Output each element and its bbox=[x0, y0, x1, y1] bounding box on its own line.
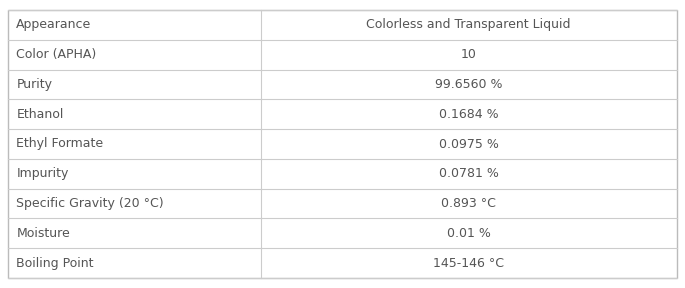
Text: 99.6560 %: 99.6560 % bbox=[435, 78, 503, 91]
Bar bbox=[8, 10, 677, 40]
Bar bbox=[8, 189, 677, 219]
Text: Color (APHA): Color (APHA) bbox=[16, 48, 97, 61]
Text: Ethanol: Ethanol bbox=[16, 108, 64, 121]
Text: 10: 10 bbox=[461, 48, 477, 61]
Text: 0.893 °C: 0.893 °C bbox=[441, 197, 496, 210]
Text: Ethyl Formate: Ethyl Formate bbox=[16, 137, 103, 151]
Bar bbox=[8, 40, 677, 69]
Bar bbox=[8, 159, 677, 189]
Text: 0.1684 %: 0.1684 % bbox=[439, 108, 499, 121]
Bar bbox=[8, 69, 677, 99]
Bar bbox=[8, 248, 677, 278]
Text: Moisture: Moisture bbox=[16, 227, 70, 240]
Text: Specific Gravity (20 °C): Specific Gravity (20 °C) bbox=[16, 197, 164, 210]
Text: 0.0975 %: 0.0975 % bbox=[439, 137, 499, 151]
Bar bbox=[8, 129, 677, 159]
Text: 0.0781 %: 0.0781 % bbox=[439, 167, 499, 180]
Text: 0.01 %: 0.01 % bbox=[447, 227, 490, 240]
Bar bbox=[8, 99, 677, 129]
Text: Impurity: Impurity bbox=[16, 167, 69, 180]
Text: Boiling Point: Boiling Point bbox=[16, 257, 94, 270]
Text: 145-146 °C: 145-146 °C bbox=[433, 257, 504, 270]
Bar bbox=[8, 219, 677, 248]
Text: Appearance: Appearance bbox=[16, 18, 92, 31]
Text: Colorless and Transparent Liquid: Colorless and Transparent Liquid bbox=[366, 18, 571, 31]
Text: Purity: Purity bbox=[16, 78, 52, 91]
